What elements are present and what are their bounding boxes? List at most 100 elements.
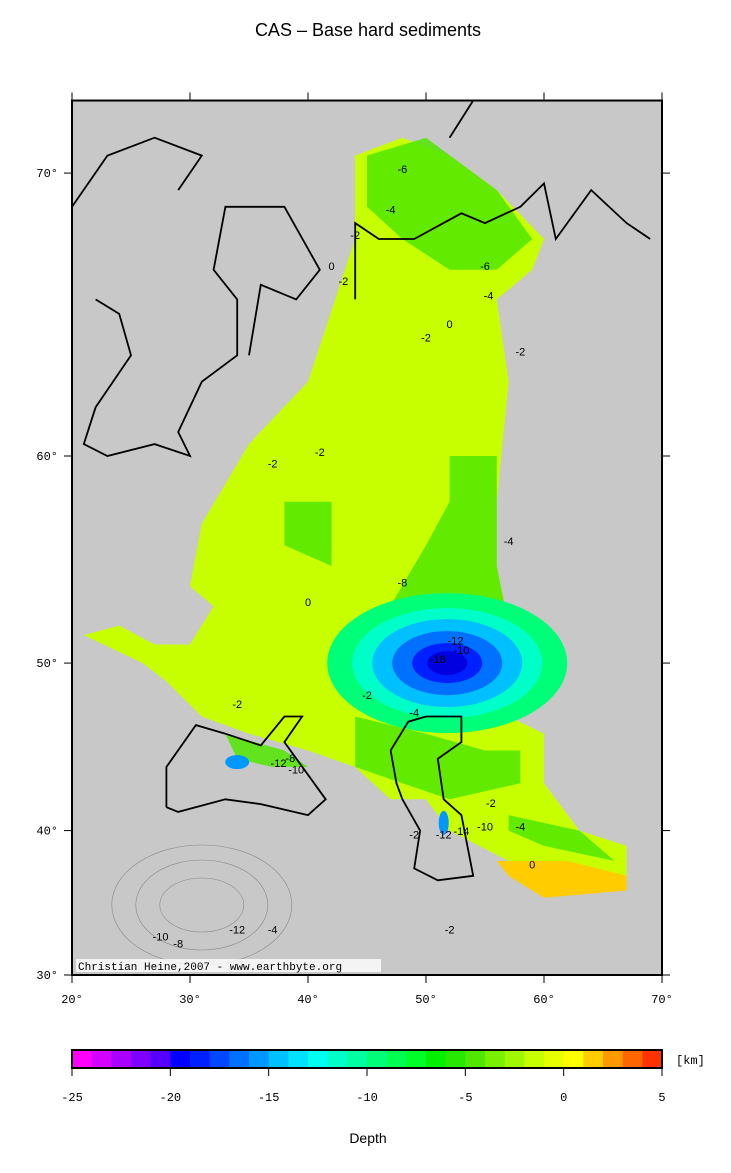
colorbar-cell <box>268 1050 289 1068</box>
colorbar-cell <box>249 1050 270 1068</box>
contour-label: -2 <box>445 924 455 936</box>
x-tick-label: 20° <box>61 993 83 1007</box>
map-frame <box>71 99 663 976</box>
colorbar-cell <box>504 1050 525 1068</box>
contour-label: -4 <box>386 204 396 216</box>
colorbar-tick-label: -10 <box>356 1091 378 1105</box>
depression <box>427 651 468 676</box>
colorbar-cell <box>91 1050 112 1068</box>
colorbar-cell <box>544 1050 565 1068</box>
contour-label: -4 <box>516 822 526 834</box>
colorbar-cell <box>229 1050 250 1068</box>
contour-line <box>135 859 269 951</box>
contour-label: -2 <box>516 346 526 358</box>
contour-label: -2 <box>339 276 349 288</box>
chart-title: CAS – Base hard sediments <box>255 20 481 40</box>
coastline <box>165 715 327 817</box>
contour-label: -10 <box>288 765 304 777</box>
contour-label: -10 <box>477 822 493 834</box>
contour-label: -2 <box>315 447 325 459</box>
colorbar-tick-label: -15 <box>258 1091 280 1105</box>
colorbar-cell <box>72 1050 93 1068</box>
contour-label: -4 <box>484 290 494 302</box>
colorbar-unit: [km] <box>676 1054 705 1068</box>
contour-label: -6 <box>480 261 490 273</box>
colorbar-cell <box>465 1050 486 1068</box>
contour-label: -2 <box>362 690 372 702</box>
contour-label: -6 <box>398 164 408 176</box>
colorbar-label: Depth <box>349 1130 386 1146</box>
colorbar-cell <box>347 1050 368 1068</box>
coastline <box>72 136 204 208</box>
contour-label: -8 <box>285 753 295 765</box>
contour-label: -8 <box>173 938 183 950</box>
y-tick-label: 70° <box>36 167 58 181</box>
coastline <box>389 715 475 882</box>
contour-label: -2 <box>350 230 360 242</box>
colorbar-tick-label: 5 <box>658 1091 665 1105</box>
colorbar-cell <box>327 1050 348 1068</box>
contour-label: -10 <box>153 931 169 943</box>
colorbar-cell <box>426 1050 447 1068</box>
colorbar-tick-label: -20 <box>160 1091 182 1105</box>
y-tick-label: 60° <box>36 450 58 464</box>
colorbar-cell <box>642 1050 663 1068</box>
contour-label: 0 <box>329 261 335 273</box>
colorbar-cell <box>150 1050 171 1068</box>
colorbar-cell <box>288 1050 309 1068</box>
credit: Christian Heine,2007 - www.earthbyte.org <box>78 962 342 974</box>
colorbar-cell <box>563 1050 584 1068</box>
coastline <box>354 181 651 300</box>
x-tick-label: 50° <box>415 993 437 1007</box>
contour-label: -4 <box>504 536 514 548</box>
depression <box>438 810 449 835</box>
colorbar-cell <box>209 1050 230 1068</box>
contour-label: -2 <box>486 798 496 810</box>
colorbar-cell <box>111 1050 132 1068</box>
colorbar-tick-label: -25 <box>61 1091 83 1105</box>
colorbar-cell <box>622 1050 643 1068</box>
colorbar-cell <box>445 1050 466 1068</box>
sediment-area <box>284 501 332 566</box>
sediment-area <box>508 815 615 861</box>
contour-line <box>159 877 245 933</box>
colorbar-cell <box>131 1050 152 1068</box>
coastline <box>82 205 321 458</box>
contour-label: -14 <box>453 826 469 838</box>
y-tick-label: 50° <box>36 657 58 671</box>
contour-label: 0 <box>305 597 311 609</box>
colorbar-cell <box>170 1050 191 1068</box>
colorbar-cell <box>485 1050 506 1068</box>
contour-label: -12 <box>271 758 287 770</box>
y-tick-label: 40° <box>36 825 58 839</box>
contour-label: -2 <box>421 333 431 345</box>
contour-label: -4 <box>409 708 419 720</box>
y-tick-label: 30° <box>36 969 58 983</box>
x-tick-label: 70° <box>651 993 673 1007</box>
colorbar-tick-label: 0 <box>560 1091 567 1105</box>
depression <box>225 755 250 770</box>
sediment-area <box>496 861 627 898</box>
contour-label: 0 <box>447 319 453 331</box>
contour-label: -2 <box>268 459 278 471</box>
contour-label: -8 <box>398 577 408 589</box>
colorbar-tick-label: -5 <box>458 1091 472 1105</box>
map-layer: -6-4-20-2-20-2-4-6-2-2-4-8-18-12-10-4-2-… <box>72 100 651 974</box>
colorbar-cell <box>603 1050 624 1068</box>
contour-label: -4 <box>268 924 278 936</box>
colorbar-cell <box>583 1050 604 1068</box>
x-tick-label: 60° <box>533 993 555 1007</box>
x-tick-label: 30° <box>179 993 201 1007</box>
colorbar-cell <box>308 1050 329 1068</box>
colorbar-cell <box>524 1050 545 1068</box>
contour-label: -2 <box>409 829 419 841</box>
contour-label: -2 <box>232 699 242 711</box>
colorbar-cell <box>190 1050 211 1068</box>
sediment-area <box>367 137 533 270</box>
contour-label: -12 <box>436 829 452 841</box>
colorbar-cell <box>386 1050 407 1068</box>
contour-label: 0 <box>529 859 535 871</box>
credit-bg <box>76 959 381 972</box>
